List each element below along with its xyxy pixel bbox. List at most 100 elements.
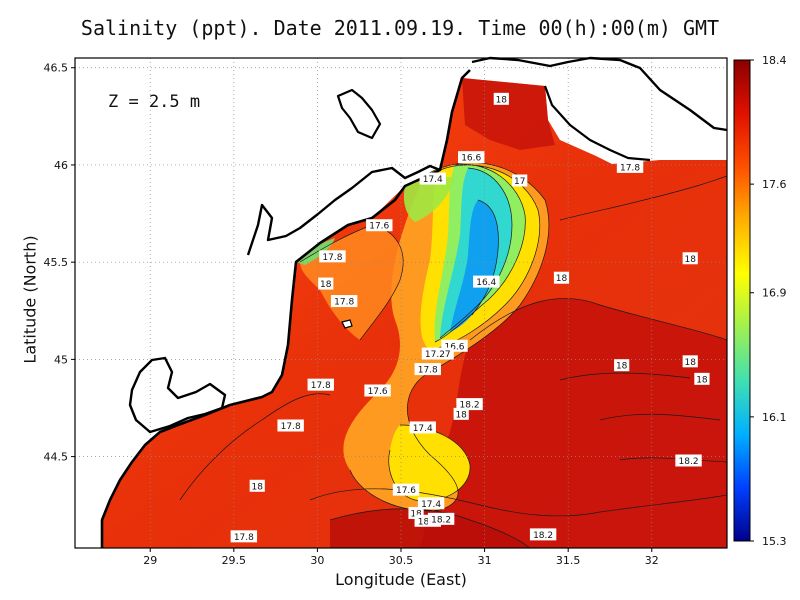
contour-label-box (529, 528, 557, 541)
contour-label-box (458, 151, 485, 164)
contour-label-box (277, 419, 304, 432)
y-axis-ticks: 44.5 45 45.5 46 46.5 (44, 62, 75, 464)
colorbar-tick-label: 15.3 (762, 535, 787, 548)
x-tick-label: 29 (143, 554, 157, 567)
contour-label-text: 18 (496, 95, 508, 105)
contour-label: 17.8 (319, 250, 346, 263)
contour-label-text: 17.4 (421, 500, 441, 510)
contour-label-text: 17.6 (368, 387, 388, 397)
contour-label-text: 17.4 (413, 424, 433, 434)
dnieper-estuary-coast (543, 85, 651, 162)
contour-isolines (179, 162, 727, 548)
contour-label-box (330, 295, 358, 308)
grid-lines (75, 58, 727, 548)
colorbar-tick-label: 17.6 (762, 178, 787, 191)
colorbar-ticks: 18.4 17.6 16.9 16.1 15.3 (750, 54, 787, 548)
contour-label-text: 16.6 (461, 154, 481, 164)
contour-label: 18 (682, 355, 698, 368)
colorbar-gradient (733, 59, 751, 542)
contour-label-text: 18.2 (533, 531, 553, 541)
contour-label: 18 (318, 277, 334, 290)
contour-label: 18 (614, 359, 630, 372)
contour-label: 17 (512, 174, 528, 187)
colorbar: 18.4 17.6 16.9 16.1 15.3 (733, 54, 787, 548)
contour-label-box (319, 250, 346, 263)
contour-label-text: 17.6 (369, 222, 389, 232)
contour-label-text: 17.8 (281, 422, 301, 432)
contour-label-text: 17.8 (322, 253, 342, 263)
colorbar-tick-label: 18.4 (762, 54, 787, 67)
contour-label-text: 17 (514, 177, 525, 187)
depth-annotation: Z = 2.5 m (108, 92, 200, 112)
south-plume-yellow (388, 425, 471, 501)
contour-label: 17.4 (409, 421, 436, 434)
contour-label: 17.8 (307, 378, 334, 391)
contour-label: 17.27 (421, 347, 454, 360)
contour-label: 17.8 (616, 160, 644, 173)
contour-label-box (414, 363, 441, 376)
north-coast (471, 56, 728, 132)
contour-label-box (419, 172, 446, 185)
y-tick-label: 44.5 (44, 451, 69, 464)
north-shelf-green (403, 177, 455, 222)
contour-label-text: 18 (684, 358, 696, 368)
contour-label-text: 17.27 (425, 350, 451, 360)
contour-label-text: 18.2 (431, 515, 451, 525)
contour-label: 18 (682, 252, 698, 265)
contour-label-text: 18 (251, 482, 263, 492)
contour-label: 18 (493, 92, 509, 105)
contour-label-text: 18 (684, 255, 696, 265)
y-tick-label: 46 (54, 159, 68, 172)
contour-label-box (364, 384, 391, 397)
contour-label-text: 18.2 (679, 457, 699, 467)
south-band-zone (330, 508, 530, 548)
contour-label-box (307, 378, 334, 391)
x-axis-label: Longitude (East) (335, 570, 467, 589)
contour-label: 18.2 (675, 454, 702, 467)
contour-label-text: 17.8 (620, 163, 640, 173)
contour-label-box (682, 252, 698, 265)
x-tick-label: 30 (310, 554, 324, 567)
x-tick-label: 29.5 (222, 554, 247, 567)
contour-label-box (512, 174, 528, 187)
contour-label-text: 16.6 (444, 342, 464, 352)
contour-label-text: 18 (320, 280, 332, 290)
y-tick-label: 45 (54, 353, 68, 366)
colorbar-tick-label: 16.1 (762, 411, 787, 424)
y-tick-label: 46.5 (44, 62, 69, 75)
contour-label-box (694, 372, 710, 385)
contour-label-box (456, 398, 483, 411)
y-axis-label: Latitude (North) (20, 235, 40, 364)
colorbar-tick-label: 16.9 (762, 287, 787, 300)
contour-label-text: 18 (696, 375, 708, 385)
contour-label-box (249, 479, 265, 492)
x-tick-label: 31 (478, 554, 492, 567)
snake-island (341, 319, 353, 329)
x-axis-ticks: 29 29.5 30 30.5 31 31.5 32 (143, 548, 659, 567)
contour-label: 18.2 (427, 512, 455, 525)
contour-label: 17.6 (392, 483, 420, 496)
contour-label-text: 18 (616, 362, 628, 372)
contour-label: 17.8 (277, 419, 304, 432)
contour-label-box (453, 407, 469, 420)
contour-label: 18.2 (456, 398, 483, 411)
contour-label-text: 16.4 (476, 278, 496, 288)
contour-label-box (616, 160, 644, 173)
contour-label: 17.8 (330, 295, 358, 308)
saltier-southeast-zone (420, 298, 727, 548)
chart-title: Salinity (ppt). Date 2011.09.19. Time 00… (80, 16, 720, 40)
contour-label-box (318, 277, 334, 290)
contour-label: 18 (453, 407, 469, 420)
contour-label-text: 18 (556, 274, 568, 284)
contour-label-box (417, 497, 445, 510)
x-tick-label: 32 (645, 554, 659, 567)
x-tick-label: 30.5 (389, 554, 414, 567)
contour-label-text: 17.8 (418, 366, 438, 376)
contour-label-box (421, 347, 454, 360)
contour-label: 18 (553, 271, 570, 284)
contour-label: 17.4 (417, 497, 445, 510)
contour-label-box (553, 271, 570, 284)
danube-delta-coast (246, 164, 441, 256)
contour-label-box (230, 530, 258, 543)
